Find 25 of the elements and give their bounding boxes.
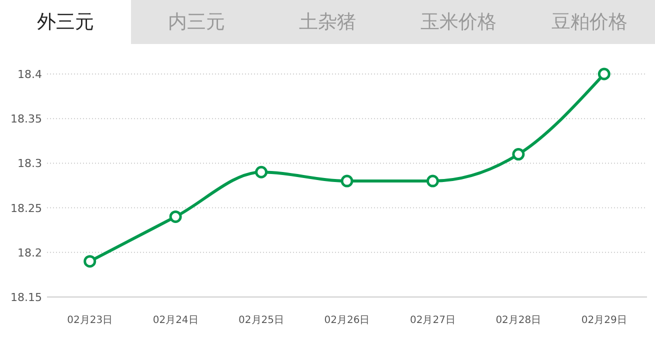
x-tick-label: 02月24日 bbox=[152, 315, 198, 326]
point bbox=[598, 68, 610, 80]
text: 土杂猪 bbox=[299, 11, 356, 33]
point bbox=[426, 174, 439, 188]
x-tick-label: 02月28日 bbox=[496, 315, 542, 326]
text: 内三元 bbox=[168, 11, 225, 33]
y-tick-label: 18.15 bbox=[10, 291, 42, 304]
point bbox=[340, 174, 354, 188]
x-tick-label: 02月26日 bbox=[324, 315, 370, 326]
y-tick-label: 18.3 bbox=[18, 157, 42, 170]
point bbox=[512, 148, 525, 161]
x-tick-label: 02月29日 bbox=[581, 315, 627, 326]
text: 外三元 bbox=[37, 11, 94, 33]
text: 豆粕价格 bbox=[552, 11, 628, 33]
x-tick-label: 02月27日 bbox=[410, 315, 456, 326]
y-tick-label: 18.25 bbox=[10, 202, 42, 215]
x-tick-label: 02月25日 bbox=[238, 315, 284, 326]
y-tick-label: 18.2 bbox=[18, 246, 42, 260]
y-tick-label: 18.4 bbox=[18, 68, 42, 81]
point bbox=[255, 166, 268, 178]
text: 玉米价格 bbox=[420, 11, 496, 33]
point bbox=[169, 210, 182, 223]
x-tick-label: 02月23日 bbox=[67, 315, 113, 326]
y-tick-label: 18.35 bbox=[10, 112, 42, 126]
point bbox=[84, 255, 96, 268]
